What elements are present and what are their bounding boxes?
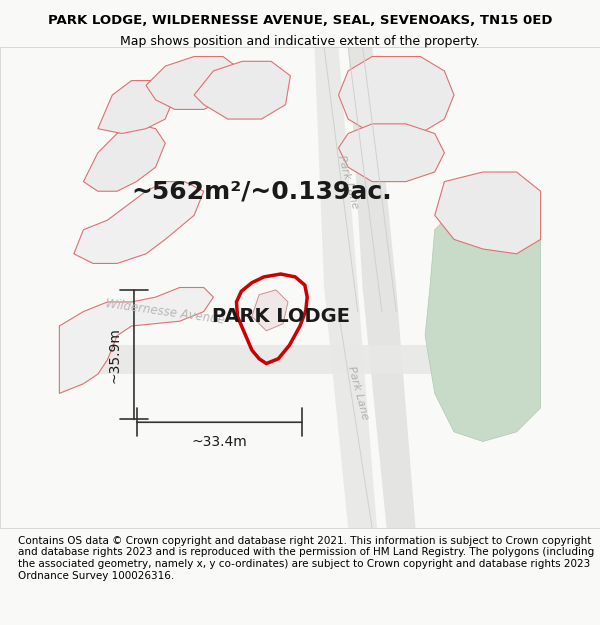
Polygon shape bbox=[59, 288, 214, 393]
Polygon shape bbox=[83, 124, 165, 191]
Text: Map shows position and indicative extent of the property.: Map shows position and indicative extent… bbox=[120, 35, 480, 48]
Polygon shape bbox=[146, 56, 242, 109]
Polygon shape bbox=[252, 290, 288, 331]
Polygon shape bbox=[425, 201, 541, 441]
Text: PARK LODGE, WILDERNESSE AVENUE, SEAL, SEVENOAKS, TN15 0ED: PARK LODGE, WILDERNESSE AVENUE, SEAL, SE… bbox=[48, 14, 552, 27]
Text: PARK LODGE: PARK LODGE bbox=[212, 307, 350, 326]
Polygon shape bbox=[194, 61, 290, 119]
Polygon shape bbox=[338, 124, 445, 182]
Polygon shape bbox=[348, 47, 415, 528]
Polygon shape bbox=[338, 56, 454, 134]
Text: Park Lane: Park Lane bbox=[336, 154, 360, 209]
Text: ~35.9m: ~35.9m bbox=[108, 327, 122, 382]
Text: Wildernesse Avenue: Wildernesse Avenue bbox=[105, 297, 226, 326]
Text: ~33.4m: ~33.4m bbox=[191, 434, 247, 449]
Polygon shape bbox=[98, 81, 175, 134]
Polygon shape bbox=[435, 172, 541, 254]
Polygon shape bbox=[74, 182, 204, 264]
Polygon shape bbox=[59, 345, 541, 374]
Text: Contains OS data © Crown copyright and database right 2021. This information is : Contains OS data © Crown copyright and d… bbox=[18, 536, 594, 581]
Text: ~562m²/~0.139ac.: ~562m²/~0.139ac. bbox=[131, 179, 392, 203]
Polygon shape bbox=[314, 47, 377, 528]
Text: Park Lane: Park Lane bbox=[346, 366, 370, 421]
